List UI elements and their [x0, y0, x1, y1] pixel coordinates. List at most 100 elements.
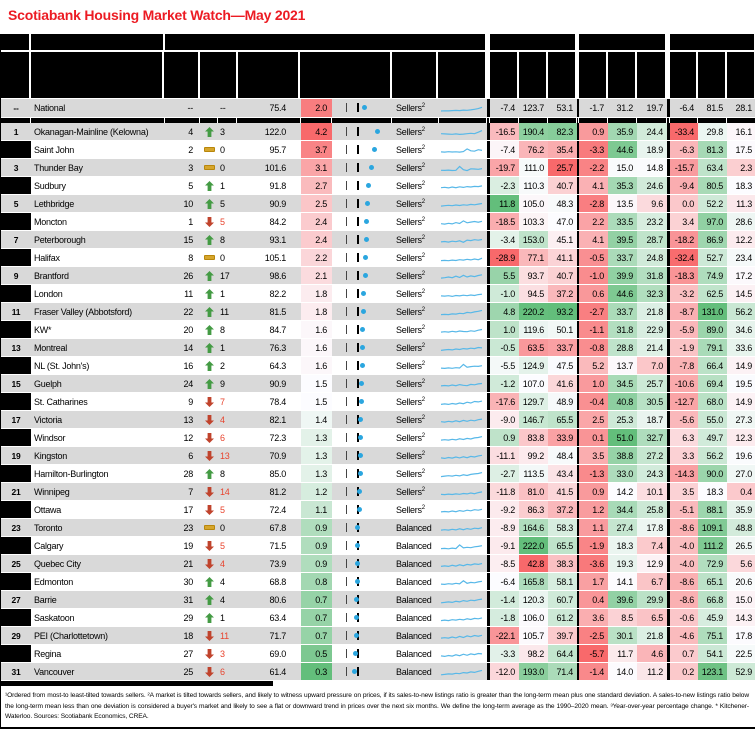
market-status: Balanced [392, 555, 439, 573]
metric-cell: -15.7 [670, 159, 698, 177]
group-separator [577, 267, 579, 285]
header-gap [487, 34, 490, 50]
group-separator [667, 267, 670, 285]
sparkline [439, 609, 487, 627]
snlr-ratio: 64.3 [237, 357, 301, 375]
sparkline [439, 195, 487, 213]
metric-cell: 3.5 [670, 483, 698, 501]
down-arrow-icon [200, 213, 218, 231]
down-arrow-icon [200, 627, 218, 645]
metric-cell: 17.5 [727, 141, 755, 159]
sd-score: 1.8 [301, 303, 332, 321]
metric-cell: -5.7 [579, 645, 608, 663]
metric-cell: 18.3 [608, 537, 637, 555]
group-separator [667, 609, 670, 627]
rank-cell [1, 465, 31, 483]
current-rank: 24 [165, 375, 200, 393]
sparkline-chart [440, 257, 483, 262]
city-name: London [31, 285, 165, 303]
metric-cell: -18.5 [490, 213, 519, 231]
snlr-ratio: 73.9 [237, 555, 301, 573]
metric-cell: 49.7 [698, 429, 727, 447]
metric-cell: -3.6 [579, 555, 608, 573]
metric-cell: -3.3 [490, 645, 519, 663]
market-status: Balanced [392, 573, 439, 591]
snlr-ratio: 75.4 [237, 99, 301, 118]
sd-tick [357, 307, 360, 316]
rank-change-value: 5 [218, 501, 237, 519]
range-dot-chart [332, 123, 392, 141]
snlr-ratio: 63.4 [237, 609, 301, 627]
rank-cell: 19 [1, 447, 31, 465]
sd-tick [357, 289, 360, 298]
metric-cell: -10.6 [670, 375, 698, 393]
separator-cell [332, 118, 392, 123]
metric-cell: 2.2 [579, 213, 608, 231]
group-separator [577, 357, 579, 375]
metric-cell: -6.4 [490, 573, 519, 591]
group-separator [667, 393, 670, 411]
mean-tick [346, 613, 348, 622]
metric-cell: 56.2 [727, 303, 755, 321]
snlr-ratio: 81.5 [237, 303, 301, 321]
current-dot-icon [362, 105, 367, 110]
header-gap [667, 34, 670, 50]
group-separator [577, 447, 579, 465]
metric-cell: 31.2 [608, 99, 637, 118]
black-separator-row [1, 118, 755, 123]
header-sd-score [300, 52, 392, 98]
metric-cell: 13.7 [608, 357, 637, 375]
metric-cell: 14.8 [637, 159, 667, 177]
metric-cell: 26.5 [727, 537, 755, 555]
current-rank: 10 [165, 195, 200, 213]
group-separator [487, 141, 490, 159]
city-name: Edmonton [31, 573, 165, 591]
sd-score: 2.2 [301, 249, 332, 267]
metric-cell: -9.2 [490, 501, 519, 519]
sparkline [439, 393, 487, 411]
metric-cell: 24.8 [637, 249, 667, 267]
metric-cell: 43.4 [548, 465, 577, 483]
header-gap [487, 52, 490, 98]
sd-score: 3.7 [301, 141, 332, 159]
metric-cell: 1.2 [579, 501, 608, 519]
market-status: Sellers2 [392, 303, 439, 321]
table-row: 3 Thunder Bay 3 0 101.6 3.1 Sellers2 -19.7 111.0… [1, 159, 755, 177]
metric-cell: 39.9 [608, 267, 637, 285]
metric-cell: 27.0 [727, 465, 755, 483]
metric-cell: 222.0 [519, 537, 548, 555]
group-separator [487, 357, 490, 375]
group-separator [487, 411, 490, 429]
header-current-rank [164, 52, 200, 98]
rank-change-value: 17 [218, 267, 237, 285]
metric-cell: 24.3 [637, 465, 667, 483]
metric-cell: 80.5 [698, 177, 727, 195]
metric-cell: 123.7 [519, 99, 548, 118]
up-arrow-icon [200, 591, 218, 609]
range-dot-chart [332, 159, 392, 177]
metric-cell: 2.5 [579, 411, 608, 429]
group-separator [667, 303, 670, 321]
sd-score: 2.4 [301, 213, 332, 231]
metric-cell: 11.2 [637, 663, 667, 681]
sparkline-chart [440, 148, 483, 153]
metric-cell: 15.0 [608, 159, 637, 177]
sd-score: 2.5 [301, 195, 332, 213]
sparkline-chart [440, 562, 483, 568]
metric-cell: 193.0 [519, 663, 548, 681]
no-change-dash-icon [203, 165, 215, 171]
metric-cell: 30.5 [637, 393, 667, 411]
metric-cell: 0.0 [670, 195, 698, 213]
metric-cell: -2.3 [490, 177, 519, 195]
metric-cell: 10.1 [637, 483, 667, 501]
group-separator [667, 447, 670, 465]
separator-cell [670, 118, 698, 123]
metric-cell: 65.5 [548, 537, 577, 555]
range-dot-chart [332, 537, 392, 555]
metric-cell: 0.6 [579, 285, 608, 303]
group-separator [577, 213, 579, 231]
current-rank: 28 [165, 465, 200, 483]
metric-cell: 35.4 [548, 141, 577, 159]
sparkline [439, 411, 487, 429]
metric-cell: 40.7 [548, 177, 577, 195]
